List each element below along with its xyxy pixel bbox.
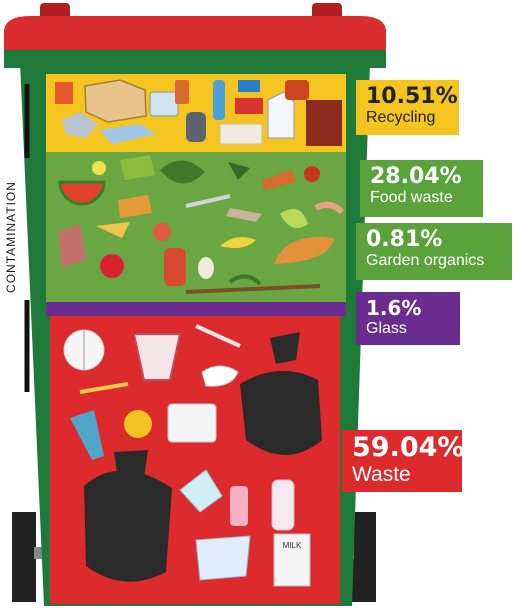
rubber-duck-icon — [124, 410, 152, 438]
jar-icon — [285, 80, 309, 100]
bottle-icon — [175, 80, 189, 104]
toothbrush-icon — [79, 382, 129, 394]
can-icon — [164, 248, 186, 286]
watermelon-icon — [58, 180, 106, 206]
newspaper-icon — [219, 123, 263, 145]
garbage-bag-icon — [240, 370, 322, 455]
waste-percent: 59.04% — [352, 432, 465, 463]
food-waste-label: Food waste — [370, 189, 453, 206]
egg-icon — [198, 257, 214, 279]
sock-icon — [70, 410, 104, 460]
broccoli-icon — [160, 160, 205, 184]
prawn-icon — [314, 201, 345, 215]
garden-organics-label-box: 0.81% Garden organics — [356, 223, 512, 280]
tin-can-icon — [186, 112, 206, 142]
garden-items — [185, 274, 321, 294]
recycling-label: Recycling — [366, 109, 436, 126]
herbs-icon — [228, 162, 250, 180]
banana-peel-icon — [220, 237, 256, 248]
fish-bone-icon — [185, 194, 231, 208]
strawberries-icon — [100, 254, 124, 278]
garbage-bag-icon — [84, 470, 172, 582]
milk-carton-icon — [273, 533, 311, 587]
apple-core-icon — [153, 223, 171, 241]
juice-box-icon — [235, 98, 263, 114]
glass-band — [46, 302, 346, 316]
foil-icon — [62, 112, 98, 138]
waste-items: MILK — [63, 324, 322, 587]
ice-cream-tub-icon — [132, 333, 182, 381]
fork-icon — [195, 324, 241, 348]
branch-icon — [185, 284, 321, 294]
food-waste-label-box: 28.04% Food waste — [360, 160, 483, 217]
carrot-icon — [262, 170, 296, 190]
cereal-box-icon — [306, 100, 342, 146]
lettuce-icon — [120, 155, 155, 180]
recycling-items — [55, 79, 342, 146]
lotion-tube-icon — [230, 486, 248, 526]
waste-label-box: 59.04% Waste — [342, 430, 465, 492]
bread-crust-icon — [118, 195, 152, 218]
package-icon — [238, 80, 260, 92]
cup-icon — [201, 365, 239, 387]
plastic-container-icon — [149, 91, 179, 117]
glass-percent: 1.6% — [366, 296, 422, 320]
dustpan-icon — [179, 469, 223, 513]
cheese-icon — [96, 222, 130, 238]
bone-icon — [226, 208, 262, 222]
spray-bottle-icon — [271, 479, 295, 531]
water-bottle-icon — [213, 80, 225, 120]
nappy-icon — [195, 535, 251, 581]
glass-label: Glass — [366, 320, 407, 337]
ham-icon — [58, 224, 86, 268]
left-wheel — [12, 512, 36, 602]
waste-label: Waste — [352, 463, 411, 486]
contamination-label: CONTAMINATION — [4, 181, 18, 293]
garden-organics-percent: 0.81% — [366, 227, 443, 252]
crushed-bottle-icon — [100, 124, 156, 144]
milk-bottle-icon — [267, 91, 295, 139]
artichoke-icon — [280, 208, 308, 229]
bin-lid — [4, 3, 386, 68]
pear-icon — [92, 161, 106, 175]
baguette-icon — [274, 237, 334, 264]
cardboard-box-icon — [84, 79, 147, 123]
tomato-icon — [304, 166, 320, 182]
recycling-percent: 10.51% — [366, 84, 458, 109]
glass-label-box: 1.6% Glass — [356, 292, 460, 345]
takeaway-container-icon — [167, 403, 217, 443]
right-wheel — [352, 512, 376, 602]
leaf-icon — [228, 274, 262, 286]
garden-organics-label: Garden organics — [366, 252, 485, 269]
can-icon — [55, 82, 73, 104]
milk-carton-label: MILK — [283, 541, 302, 550]
food-waste-percent: 28.04% — [370, 164, 462, 189]
recycling-label-box: 10.51% Recycling — [356, 80, 459, 135]
food-items — [58, 155, 345, 286]
